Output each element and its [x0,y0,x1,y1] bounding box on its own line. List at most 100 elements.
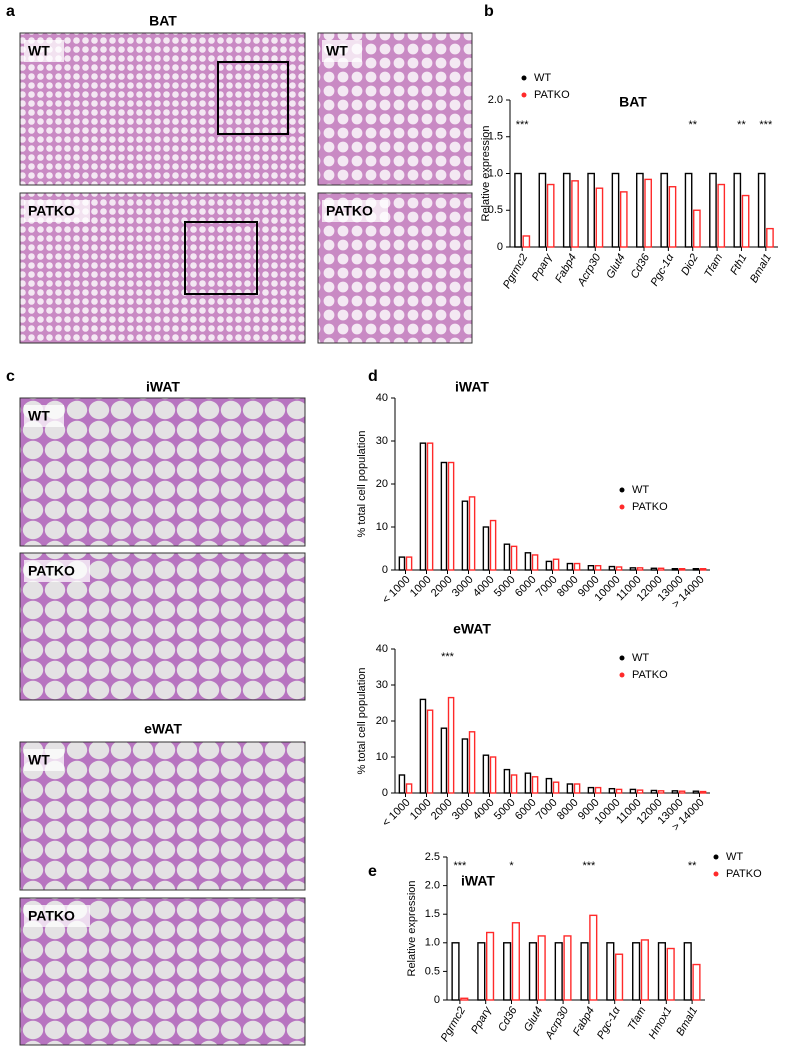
bar [619,191,628,248]
panel-title: BAT [149,13,177,29]
y-axis-label: % total cell population [356,667,368,774]
bar [684,172,693,248]
bar [552,781,560,794]
bar [440,461,448,571]
bar [699,790,707,794]
legend-label: PATKO [726,868,762,880]
bar [537,935,546,1001]
bar [615,953,624,1001]
bar [489,519,497,571]
bar [447,696,455,794]
bar [398,774,406,794]
bar [595,187,604,248]
bar [468,731,476,794]
bar [531,554,539,571]
y-tick-label: 2.5 [425,851,440,863]
x-tick-label: 6000 [513,574,539,600]
bar [419,442,427,571]
y-tick-label: 0 [382,787,388,799]
y-axis-label: % total cell population [356,430,368,537]
panel-title: iWAT [146,379,180,395]
bar [629,567,637,571]
bar [589,914,598,1001]
legend-marker [521,75,527,81]
bar [757,172,766,248]
bar [636,567,644,571]
y-tick-label: 30 [376,435,388,447]
x-tick-label: 3000 [450,574,476,600]
bar [660,172,669,248]
bar [563,935,572,1001]
bar [693,209,701,248]
bar [650,567,658,571]
image-label: PATKO [326,203,373,219]
chart-title: BAT [619,94,647,110]
x-tick-label: Pgc-1α [649,251,677,288]
bar [440,727,448,794]
bar [717,183,726,248]
bar [671,568,679,571]
y-axis-label: Relative expression [406,881,418,977]
legend-marker [619,487,625,493]
image-label: PATKO [28,563,75,579]
x-tick-label: Fth1 [728,252,749,277]
label-bg [322,200,388,222]
bar [447,461,455,571]
bar [510,774,518,794]
micrograph [19,741,306,891]
x-tick-label: 7000 [534,797,560,823]
significance: * [509,860,514,872]
bar [468,496,476,571]
legend-marker [713,871,719,877]
panel-title: eWAT [144,721,182,737]
panel-label: c [6,368,15,385]
label-bg [24,749,64,771]
bar [640,939,649,1001]
bar [503,543,511,571]
bar [573,783,581,794]
x-tick-label: 8000 [555,574,581,600]
bar [545,560,553,571]
y-tick-label: 20 [376,478,388,490]
bar [709,172,717,248]
bar [608,565,616,571]
significance: *** [759,119,773,131]
bar [587,172,595,248]
bar [554,942,563,1001]
bar [477,942,486,1001]
bar [426,709,434,794]
x-tick-label: Bmal1 [748,252,774,285]
label-bg [24,200,90,222]
x-tick-label: Pparγ [530,251,556,283]
significance: ** [688,860,697,872]
bar [615,566,623,571]
x-tick-label: Bmal1 [674,1005,700,1038]
bar [587,786,595,794]
bar [460,997,469,1001]
bar [419,698,427,794]
x-tick-label: Hmox1 [647,1005,675,1041]
x-tick-label: Cd36 [496,1004,520,1034]
bar [594,565,602,571]
bar [650,789,658,794]
bar [692,790,700,794]
significance: ** [688,119,697,131]
y-tick-label: 1.5 [488,131,503,143]
bar [562,172,571,248]
x-tick-label: 1000 [408,574,434,600]
y-axis-label: Relative expression [480,126,492,222]
bar [611,172,620,248]
significance: *** [453,860,467,872]
image-label: WT [28,752,50,768]
bar [580,942,589,1001]
x-tick-label: Tfam [702,252,725,280]
label-bg [24,905,90,927]
bar [514,172,522,248]
bar [594,786,602,794]
bar [657,567,665,571]
bar [398,556,406,571]
x-tick-label: Fabp4 [553,252,579,285]
label-bg [24,560,90,582]
bar [482,526,490,571]
